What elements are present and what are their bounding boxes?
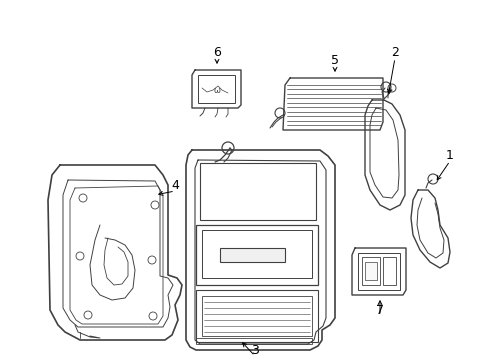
Text: 5: 5 [330, 54, 338, 67]
Text: 3: 3 [250, 343, 259, 356]
Text: 6: 6 [213, 45, 221, 59]
Polygon shape [220, 248, 285, 262]
Polygon shape [364, 262, 376, 280]
Text: 2: 2 [390, 45, 398, 59]
Text: 7: 7 [375, 303, 383, 316]
Text: 1: 1 [445, 149, 453, 162]
Text: 4: 4 [171, 179, 179, 192]
Text: ω: ω [213, 86, 220, 95]
